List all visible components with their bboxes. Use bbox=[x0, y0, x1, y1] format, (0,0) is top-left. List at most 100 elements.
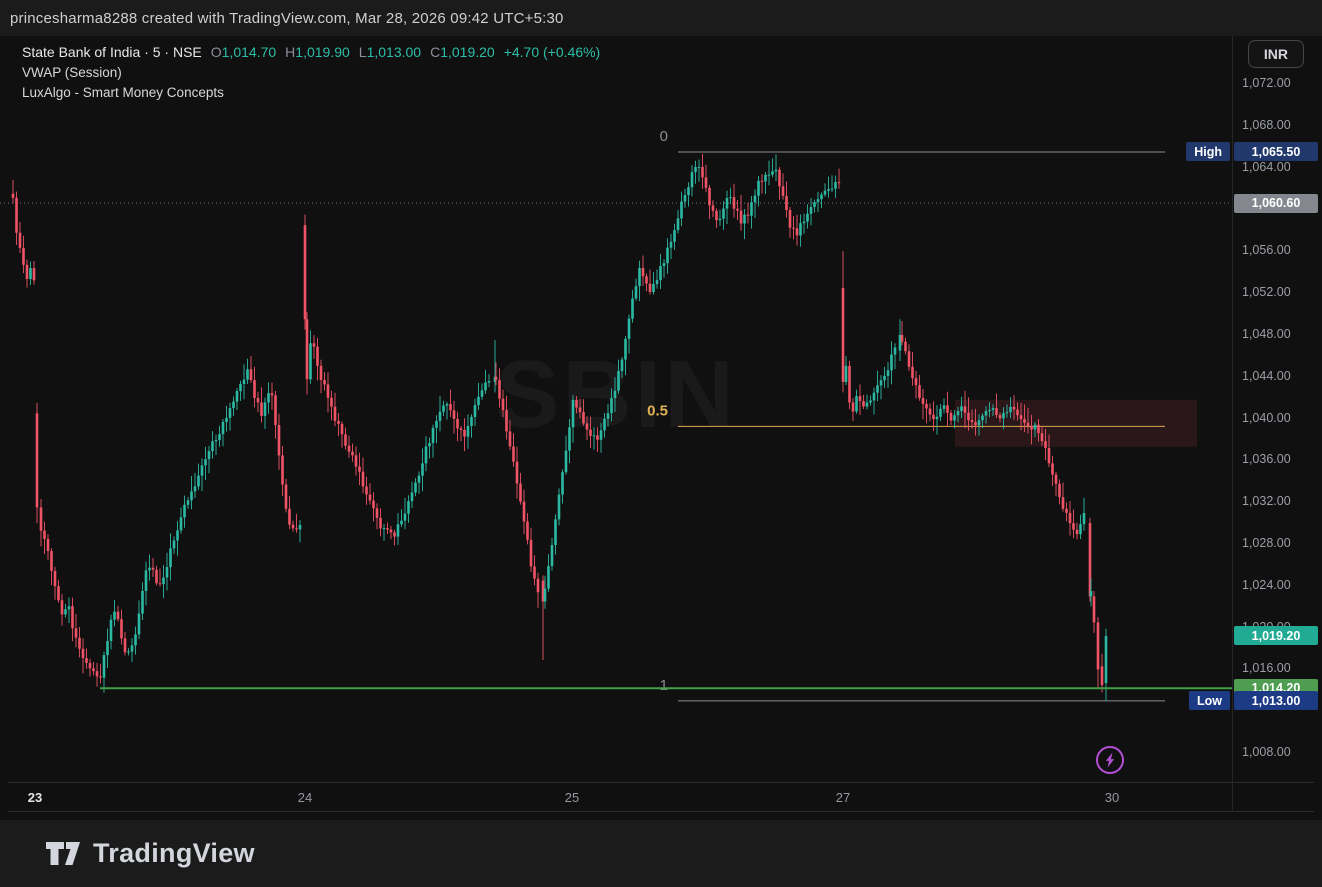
order-block-zone bbox=[955, 399, 1197, 447]
candle-body bbox=[424, 446, 428, 464]
candle-body bbox=[865, 402, 869, 407]
candle-body bbox=[274, 395, 277, 426]
candle-body bbox=[960, 406, 963, 412]
candle-body bbox=[260, 402, 263, 416]
candle-body bbox=[984, 411, 988, 416]
candle-body bbox=[372, 500, 375, 509]
candle-body bbox=[907, 351, 911, 367]
candle-body bbox=[543, 588, 547, 602]
candle-body bbox=[722, 208, 725, 219]
price-tick: 1,064.00 bbox=[1242, 159, 1291, 174]
candle-body bbox=[176, 530, 179, 541]
candle-body bbox=[774, 169, 778, 172]
candle-body bbox=[879, 380, 883, 386]
candle-body bbox=[95, 671, 99, 677]
candle-body bbox=[809, 206, 813, 214]
candle-body bbox=[197, 475, 200, 487]
candle-body bbox=[541, 580, 545, 602]
candle-body bbox=[669, 241, 673, 248]
candle-body bbox=[767, 174, 771, 176]
tradingview-logo-text: TradingView bbox=[93, 838, 255, 868]
candle-body bbox=[659, 266, 662, 281]
candle-body bbox=[816, 199, 820, 203]
prev-close-badge: 1,060.60 bbox=[1234, 193, 1318, 213]
candle-body bbox=[778, 169, 781, 187]
price-tick: 1,052.00 bbox=[1242, 285, 1291, 300]
candle-body bbox=[480, 390, 484, 397]
candle-body bbox=[235, 391, 239, 402]
candle-body bbox=[459, 428, 463, 430]
candle-body bbox=[753, 195, 757, 203]
candle-body bbox=[652, 284, 655, 292]
candle-body bbox=[365, 486, 368, 495]
candle-body bbox=[690, 172, 694, 188]
candle-body bbox=[134, 634, 137, 646]
candle-body bbox=[326, 384, 330, 398]
high-price-badge: 1,065.50 bbox=[1234, 142, 1318, 162]
candle-body bbox=[151, 567, 155, 570]
time-tick-27: 27 bbox=[835, 790, 851, 805]
symbol-legend-row[interactable]: State Bank of India · 5 · NSE O1,014.70 H… bbox=[22, 44, 600, 60]
price-axis[interactable]: 1,072.00 1,068.00 1,064.00 1,056.00 1,052.00… bbox=[1232, 36, 1322, 812]
time-tick-25: 25 bbox=[564, 790, 580, 805]
indicator-legend-vwap[interactable]: VWAP (Session) bbox=[22, 65, 122, 80]
candle-body bbox=[813, 202, 816, 207]
candle-body bbox=[515, 461, 519, 484]
tradingview-logo[interactable]: TradingView bbox=[45, 838, 255, 869]
candle-body bbox=[1092, 596, 1096, 623]
time-tick-30: 30 bbox=[1104, 790, 1120, 805]
candle-body bbox=[687, 187, 690, 196]
candle-body bbox=[400, 520, 403, 525]
indicator-legend-luxalgo[interactable]: LuxAlgo - Smart Money Concepts bbox=[22, 85, 224, 100]
candle-body bbox=[554, 519, 557, 546]
candle-body bbox=[599, 430, 603, 440]
candle-body bbox=[396, 524, 400, 537]
candle-body bbox=[893, 347, 897, 355]
candle-body bbox=[837, 182, 841, 184]
currency-button[interactable]: INR bbox=[1247, 40, 1304, 68]
candle-body bbox=[403, 513, 407, 521]
time-axis[interactable]: 23 24 25 27 30 bbox=[8, 782, 1314, 812]
candle-body bbox=[921, 398, 925, 404]
ohlc-pair: H1,019.90 bbox=[285, 44, 350, 60]
candle-body bbox=[827, 189, 830, 191]
symbol-title[interactable]: State Bank of India · 5 · NSE bbox=[22, 44, 202, 60]
candle-body bbox=[270, 393, 274, 396]
candle-body bbox=[673, 230, 676, 242]
candle-body bbox=[74, 628, 78, 638]
candle-body bbox=[627, 318, 631, 339]
attribution-text: princesharma8288 created with TradingVie… bbox=[10, 9, 564, 27]
candle-body bbox=[78, 637, 81, 649]
candle-body bbox=[1104, 635, 1108, 684]
candle-body bbox=[71, 606, 74, 629]
candle-body bbox=[88, 662, 92, 669]
event-lightning-icon[interactable] bbox=[1096, 746, 1124, 774]
candle-body bbox=[1061, 497, 1065, 509]
candle-body bbox=[914, 378, 918, 386]
candle-body bbox=[246, 369, 249, 380]
candle-body bbox=[148, 567, 151, 571]
candle-body bbox=[473, 405, 477, 417]
footer-bar: TradingView bbox=[0, 820, 1322, 887]
high-price-badge-label: High bbox=[1186, 142, 1230, 162]
candle-body bbox=[890, 354, 893, 371]
candle-body bbox=[935, 416, 939, 420]
candle-body bbox=[641, 267, 645, 277]
candle-body bbox=[645, 276, 648, 284]
candle-body bbox=[582, 412, 585, 424]
candle-body bbox=[718, 218, 722, 221]
candle-body bbox=[477, 396, 480, 406]
candle-body bbox=[1088, 523, 1092, 597]
candle-body bbox=[981, 415, 984, 421]
candle-body bbox=[15, 197, 18, 233]
price-tick: 1,040.00 bbox=[1242, 410, 1291, 425]
candle-body bbox=[823, 190, 827, 195]
candle-body bbox=[102, 655, 106, 678]
candle-body bbox=[575, 399, 578, 408]
candle-body bbox=[456, 418, 459, 429]
candle-body bbox=[1096, 622, 1100, 670]
candle-body bbox=[1005, 412, 1009, 414]
candle-body bbox=[379, 517, 382, 529]
